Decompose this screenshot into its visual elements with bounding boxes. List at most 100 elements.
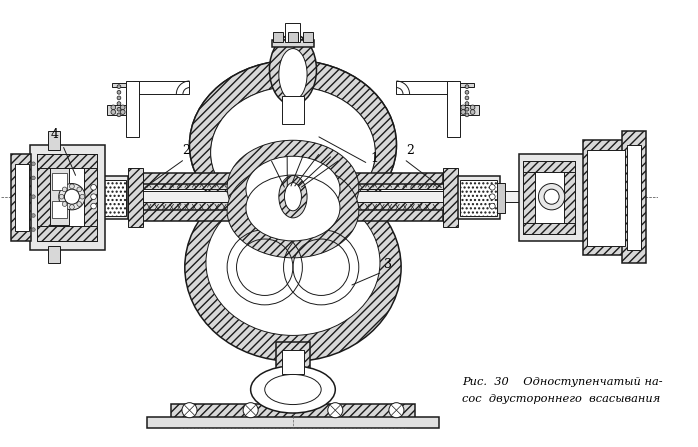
Circle shape [117, 102, 121, 105]
Circle shape [465, 90, 469, 94]
Circle shape [465, 107, 469, 111]
Bar [86, 176, 128, 219]
Bar [133, 81, 189, 94]
Bar [37, 154, 50, 241]
Text: Рис.  30    Одноступенчатый на-: Рис. 30 Одноступенчатый на- [462, 377, 663, 387]
Bar [272, 40, 313, 47]
Bar [273, 32, 283, 42]
Bar [29, 191, 594, 202]
Bar [37, 226, 97, 241]
Bar [587, 150, 625, 245]
Circle shape [70, 205, 74, 209]
Ellipse shape [251, 366, 335, 413]
Bar [396, 81, 453, 94]
Bar [147, 417, 439, 428]
Circle shape [389, 403, 404, 418]
Text: 3: 3 [384, 258, 392, 271]
Text: 1: 1 [370, 152, 378, 165]
Bar [107, 105, 126, 115]
Ellipse shape [279, 49, 307, 100]
Bar [583, 140, 634, 255]
Circle shape [59, 184, 85, 210]
Circle shape [91, 185, 96, 190]
Bar [497, 182, 505, 213]
Bar [48, 131, 60, 150]
Bar [37, 154, 97, 241]
Circle shape [470, 105, 475, 110]
Bar [15, 164, 29, 232]
Bar [52, 173, 67, 190]
Circle shape [62, 202, 67, 207]
Circle shape [31, 214, 35, 217]
Circle shape [461, 110, 466, 114]
Bar [89, 180, 126, 215]
Bar [282, 350, 304, 374]
Bar [304, 32, 313, 42]
Bar [524, 161, 535, 234]
Circle shape [64, 189, 80, 204]
Ellipse shape [279, 176, 307, 218]
Bar [84, 154, 97, 241]
Ellipse shape [211, 87, 376, 218]
Bar [50, 169, 69, 225]
Ellipse shape [285, 182, 302, 211]
Bar [461, 180, 497, 215]
Bar [622, 131, 646, 262]
Ellipse shape [189, 60, 396, 230]
Circle shape [91, 203, 96, 209]
Circle shape [117, 96, 121, 100]
Ellipse shape [246, 156, 340, 222]
Bar [272, 380, 313, 397]
Bar [447, 81, 461, 137]
Circle shape [91, 194, 96, 199]
Bar [443, 169, 458, 227]
Ellipse shape [227, 164, 359, 258]
Circle shape [243, 403, 258, 418]
Bar [461, 83, 473, 87]
Bar [524, 161, 575, 234]
Ellipse shape [211, 87, 376, 218]
Bar [461, 105, 480, 115]
Bar [142, 173, 443, 185]
Bar [519, 154, 584, 241]
Circle shape [111, 110, 116, 114]
Circle shape [489, 194, 495, 199]
Ellipse shape [227, 140, 359, 234]
Bar [37, 154, 97, 168]
Circle shape [538, 184, 565, 210]
Circle shape [31, 162, 35, 166]
Bar [276, 342, 310, 380]
Ellipse shape [246, 175, 340, 241]
Circle shape [117, 90, 121, 94]
Ellipse shape [206, 190, 380, 335]
Circle shape [77, 187, 82, 192]
Bar [52, 202, 67, 218]
Circle shape [117, 107, 121, 111]
Circle shape [461, 105, 466, 110]
Circle shape [59, 194, 64, 199]
Circle shape [62, 187, 67, 192]
Circle shape [117, 85, 121, 89]
Circle shape [489, 203, 495, 209]
Circle shape [465, 85, 469, 89]
Bar [10, 154, 31, 241]
Ellipse shape [265, 375, 321, 405]
Bar [48, 245, 60, 262]
Circle shape [328, 403, 343, 418]
Bar [265, 375, 321, 399]
Bar [82, 182, 89, 213]
Bar [627, 145, 641, 250]
Bar [564, 161, 575, 234]
Circle shape [465, 113, 469, 117]
Circle shape [31, 176, 35, 180]
Bar [29, 145, 105, 250]
Circle shape [544, 189, 559, 204]
Circle shape [120, 105, 125, 110]
Bar [112, 83, 126, 87]
Text: сос  двустороннего  всасывания: сос двустороннего всасывания [462, 394, 660, 404]
Text: 2: 2 [406, 144, 414, 157]
Bar [128, 169, 143, 227]
Circle shape [70, 184, 74, 189]
Bar [282, 96, 304, 124]
Ellipse shape [189, 60, 396, 230]
